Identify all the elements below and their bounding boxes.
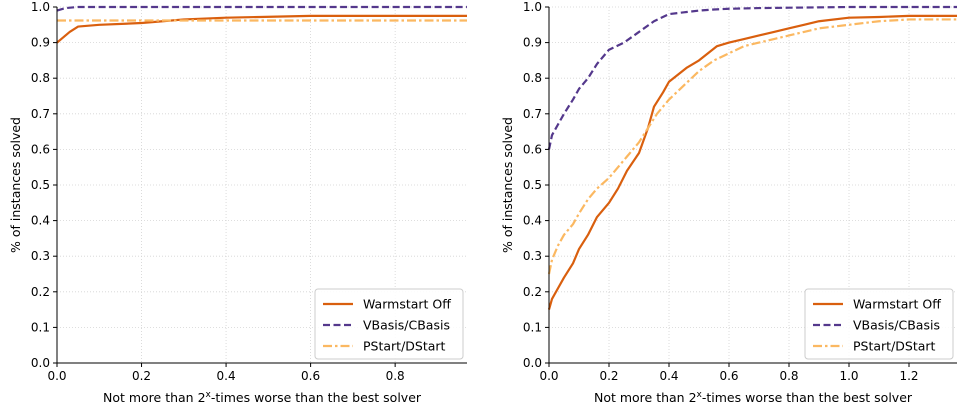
y-tick-label-right-1: 0.1 [523,320,542,334]
legend-box-left [314,288,464,360]
y-tick-label-left-0: 0.0 [31,356,50,370]
x-axis-label-right-part2: -times worse than the best solver [702,390,913,405]
y-tick-label-right-9: 0.9 [523,36,542,50]
y-tick-label-right-4: 0.4 [523,214,542,228]
series-line-right-0 [547,14,957,310]
x-axis-label-left-part1: Not more than 2 [103,390,206,405]
legend-box-right [804,288,954,360]
y-tick-label-right-8: 0.8 [523,71,542,85]
y-tick-label-right-3: 0.3 [523,249,542,263]
x-tick-label-left-4: 0.8 [386,369,405,383]
x-tick-label-left-2: 0.4 [217,369,236,383]
y-tick-label-left-5: 0.5 [31,178,50,192]
x-tick-label-right-0: 0.0 [539,369,558,383]
x-tick-label-right-3: 0.6 [719,369,738,383]
x-tick-label-right-5: 1.0 [839,369,858,383]
legend-right: Warmstart Off VBasis/CBasis PStart/DStart [804,288,954,360]
x-tick-label-right-4: 0.8 [779,369,798,383]
ticks-left: 0.0 0.2 0.4 0.6 0.8 0.0 0.1 0.2 0.3 0.4 0.5 0.6 0.7 0… [31,0,405,383]
x-tick-label-left-0: 0.0 [47,369,66,383]
x-axis-label-right-sup: x [697,390,703,400]
y-tick-label-right-5: 0.5 [523,178,542,192]
y-tick-label-left-1: 0.1 [31,320,50,334]
legend-label-left-2: PStart/DStart [363,339,446,354]
y-tick-label-right-2: 0.2 [523,285,542,299]
x-axis-label-right-part1: Not more than 2 [594,390,697,405]
x-tick-label-left-1: 0.2 [132,369,151,383]
series-line-right-1 [547,5,957,150]
x-axis-label-left: Not more than 2x-times worse than the be… [103,390,422,405]
series-right [547,5,957,310]
x-tick-label-right-6: 1.2 [899,369,918,383]
y-tick-label-left-9: 0.9 [31,36,50,50]
series-line-left-0 [56,14,467,44]
chart-left: 0.0 0.2 0.4 0.6 0.8 0.0 0.1 0.2 0.3 0.4 0.5 0.6 0.7 0… [8,0,467,405]
legend-label-right-0: Warmstart Off [853,297,941,312]
y-tick-label-left-4: 0.4 [31,214,50,228]
y-tick-label-left-6: 0.6 [31,142,50,156]
series-line-right-2 [547,18,957,275]
y-tick-label-left-10: 1.0 [31,0,50,14]
x-axis-label-left-part2: -times worse than the best solver [211,390,422,405]
y-tick-label-right-10: 1.0 [523,0,542,14]
y-axis-label-right: % of instances solved [500,117,515,253]
y-tick-label-left-2: 0.2 [31,285,50,299]
x-axis-label-right: Not more than 2x-times worse than the be… [594,390,913,405]
legend-label-right-1: VBasis/CBasis [853,318,940,333]
series-line-left-1 [56,5,467,12]
y-axis-label-left: % of instances solved [8,117,23,253]
series-left [56,5,467,44]
y-tick-label-left-7: 0.7 [31,107,50,121]
y-tick-label-right-7: 0.7 [523,107,542,121]
legend-label-left-0: Warmstart Off [363,297,451,312]
y-tick-label-right-6: 0.6 [523,142,542,156]
x-tick-label-right-1: 0.2 [599,369,618,383]
x-tick-label-right-2: 0.4 [659,369,678,383]
chart-right: 0.0 0.2 0.4 0.6 0.8 1.0 1.2 0.0 0.1 0.2 0.3 0.4 0.5 0… [500,0,957,405]
legend-label-left-1: VBasis/CBasis [363,318,450,333]
y-tick-label-right-0: 0.0 [523,356,542,370]
legend-label-right-2: PStart/DStart [853,339,936,354]
legend-left: Warmstart Off VBasis/CBasis PStart/DStart [314,288,464,360]
ticks-right: 0.0 0.2 0.4 0.6 0.8 1.0 1.2 0.0 0.1 0.2 0.3 0.4 0.5 0… [523,0,919,383]
y-tick-label-left-8: 0.8 [31,71,50,85]
x-axis-label-left-sup: x [206,390,212,400]
y-tick-label-left-3: 0.3 [31,249,50,263]
x-tick-label-left-3: 0.6 [301,369,320,383]
